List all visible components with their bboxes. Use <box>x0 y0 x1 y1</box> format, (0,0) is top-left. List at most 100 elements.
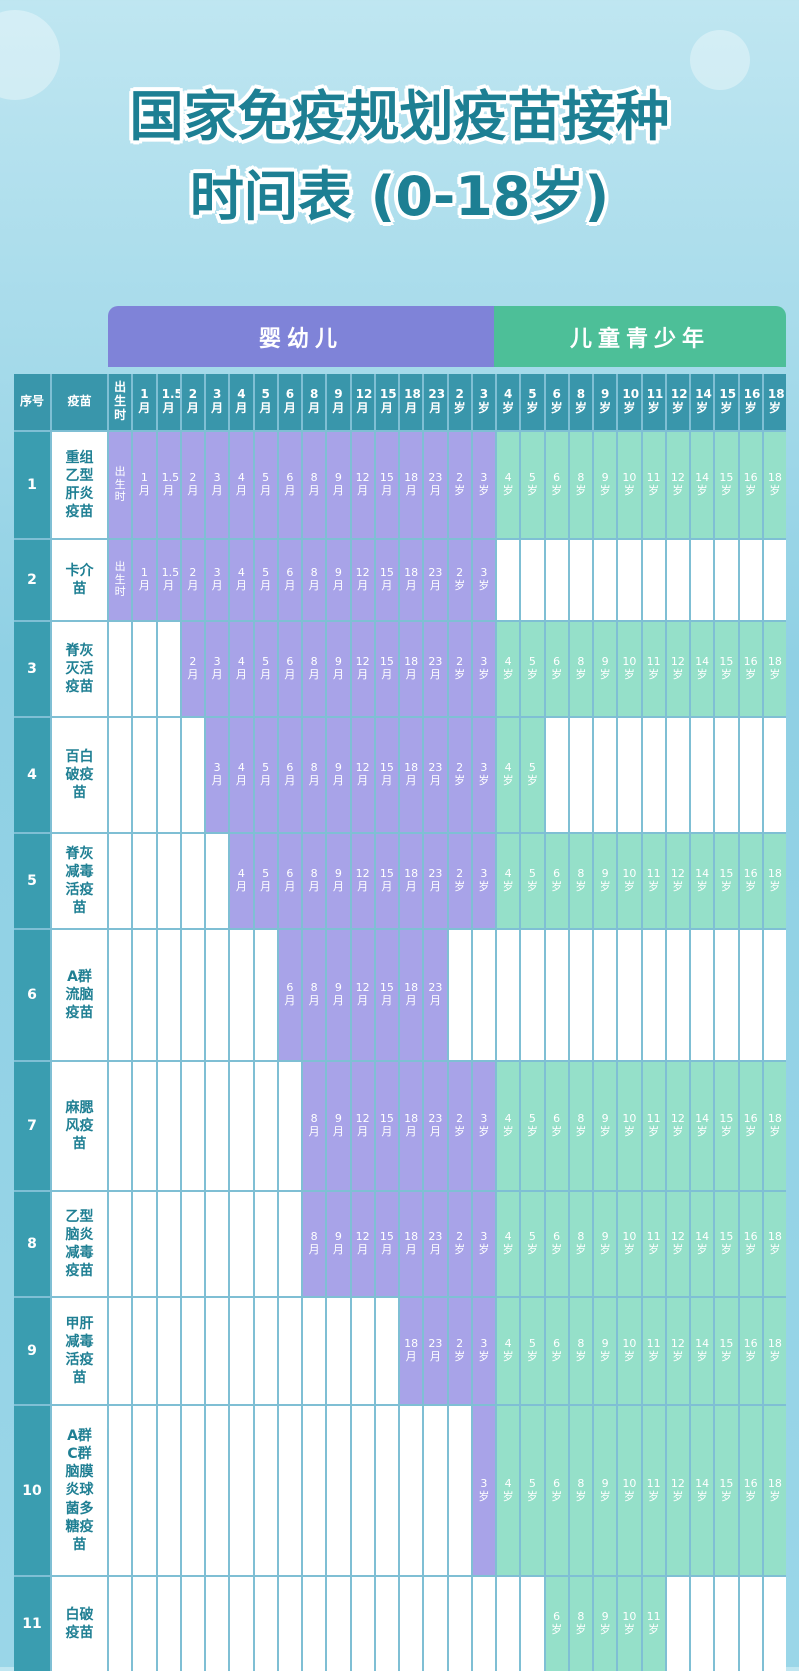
dose-cell-text: 5岁 <box>526 761 538 787</box>
age-header: 15岁 <box>715 374 738 430</box>
dose-cell-text: 5月 <box>260 566 272 592</box>
dose-cell-text: 6岁 <box>551 655 563 681</box>
dose-cell-text: 11岁 <box>646 1476 661 1503</box>
vaccine-name-text: 麻腮风疫苗 <box>65 1099 94 1153</box>
vaccine-name: A群C群脑膜炎球菌多糖疫苗 <box>52 1406 107 1575</box>
empty-cell <box>375 1577 398 1671</box>
dose-cell: 1月 <box>133 540 156 620</box>
dose-cell: 15月 <box>375 622 398 716</box>
dose-cell-text: 8月 <box>308 761 320 787</box>
empty-cell <box>594 930 617 1060</box>
row-number: 7 <box>14 1062 50 1190</box>
dose-cell-text: 14岁 <box>695 867 710 893</box>
dose-cell-text: 11岁 <box>646 1337 661 1363</box>
age-header-text: 16岁 <box>743 387 761 415</box>
age-header: 8岁 <box>569 374 592 430</box>
dose-cell-text: 9岁 <box>599 655 611 681</box>
dose-cell: 4岁 <box>497 1062 520 1190</box>
age-header: 3岁 <box>472 374 495 430</box>
dose-cell: 3岁 <box>472 1192 495 1296</box>
age-header-text: 3岁 <box>477 387 490 415</box>
dose-cell: 4岁 <box>497 834 520 928</box>
dose-cell-text: 4月 <box>235 867 247 893</box>
decoration <box>690 30 750 90</box>
dose-cell-text: 15岁 <box>719 867 734 893</box>
age-header: 16岁 <box>739 374 762 430</box>
dose-cell: 18月 <box>400 1062 423 1190</box>
age-header-text: 1.5月 <box>161 387 180 415</box>
dose-cell-text: 3岁 <box>478 471 490 497</box>
empty-cell <box>278 1062 301 1190</box>
dose-cell: 9月 <box>327 718 350 832</box>
group-header: 儿童青少年 <box>494 306 786 367</box>
dose-cell-text: 12月 <box>355 655 370 681</box>
dose-cell: 5岁 <box>521 1298 544 1404</box>
empty-cell <box>521 1577 544 1671</box>
dose-cell: 5岁 <box>521 622 544 716</box>
dose-cell: 5月 <box>254 834 277 928</box>
row-number: 8 <box>14 1192 50 1296</box>
dose-cell: 18月 <box>400 930 423 1060</box>
vaccine-name: 脊灰灭活疫苗 <box>52 622 107 716</box>
age-header-text: 1月 <box>138 387 151 415</box>
row-number-text: 1 <box>27 477 37 493</box>
vaccine-name-text: 乙型脑炎减毒疫苗 <box>65 1208 94 1280</box>
dose-cell: 12岁 <box>666 622 689 716</box>
dose-cell: 1.5月 <box>157 432 180 538</box>
dose-cell-text: 9月 <box>332 867 344 893</box>
dose-cell-text: 3岁 <box>478 1230 490 1256</box>
dose-cell-text: 10岁 <box>622 1230 637 1256</box>
age-header: 1月 <box>133 374 156 430</box>
dose-cell: 11岁 <box>642 1192 665 1296</box>
dose-cell: 23月 <box>424 1192 447 1296</box>
dose-cell-text: 15月 <box>379 566 394 592</box>
dose-cell: 9岁 <box>594 834 617 928</box>
row-number-text: 8 <box>27 1236 37 1252</box>
dose-cell-text: 18岁 <box>767 1337 782 1363</box>
empty-cell <box>157 1062 180 1190</box>
empty-cell <box>351 1577 374 1671</box>
dose-cell: 11岁 <box>642 834 665 928</box>
dose-cell-text: 9月 <box>332 566 344 592</box>
dose-cell: 18岁 <box>763 834 786 928</box>
empty-cell <box>327 1577 350 1671</box>
vaccine-name: 重组乙型肝炎疫苗 <box>52 432 107 538</box>
age-header: 9岁 <box>594 374 617 430</box>
empty-cell <box>303 1577 326 1671</box>
empty-cell <box>545 930 568 1060</box>
dose-cell: 8月 <box>303 432 326 538</box>
dose-cell-text: 5岁 <box>526 867 538 893</box>
dose-cell: 6岁 <box>545 622 568 716</box>
dose-cell: 8岁 <box>569 1192 592 1296</box>
header-cell-text: 疫苗 <box>67 394 92 409</box>
dose-cell: 5岁 <box>521 1406 544 1575</box>
vaccine-name-text: 脊灰减毒活疫苗 <box>65 845 94 917</box>
dose-cell-text: 16岁 <box>743 1337 758 1363</box>
dose-cell-text: 12岁 <box>670 655 685 681</box>
vaccine-name-text: 脊灰灭活疫苗 <box>65 642 94 696</box>
dose-cell: 16岁 <box>739 1062 762 1190</box>
row-number: 10 <box>14 1406 50 1575</box>
dose-cell-text: 4岁 <box>502 867 514 893</box>
dose-cell: 2岁 <box>448 718 471 832</box>
dose-cell-text: 15岁 <box>719 1230 734 1256</box>
dose-cell: 2岁 <box>448 1192 471 1296</box>
empty-cell <box>109 1298 132 1404</box>
dose-cell: 3岁 <box>472 432 495 538</box>
dose-cell-text: 3岁 <box>478 566 490 592</box>
age-header: 12岁 <box>666 374 689 430</box>
empty-cell <box>545 718 568 832</box>
empty-cell <box>133 1406 156 1575</box>
dose-cell-text: 8月 <box>308 471 320 497</box>
title-line: 国家免疫规划疫苗接种 <box>129 85 670 148</box>
age-header-text: 15月 <box>379 387 397 415</box>
dose-cell: 12岁 <box>666 1062 689 1190</box>
dose-cell-text: 10岁 <box>622 1337 637 1363</box>
dose-cell: 14岁 <box>691 1406 714 1575</box>
empty-cell <box>278 1577 301 1671</box>
empty-cell <box>157 1192 180 1296</box>
empty-cell <box>351 1406 374 1575</box>
dose-cell-text: 1.5月 <box>161 471 180 497</box>
empty-cell <box>424 1577 447 1671</box>
dose-cell: 8岁 <box>569 834 592 928</box>
